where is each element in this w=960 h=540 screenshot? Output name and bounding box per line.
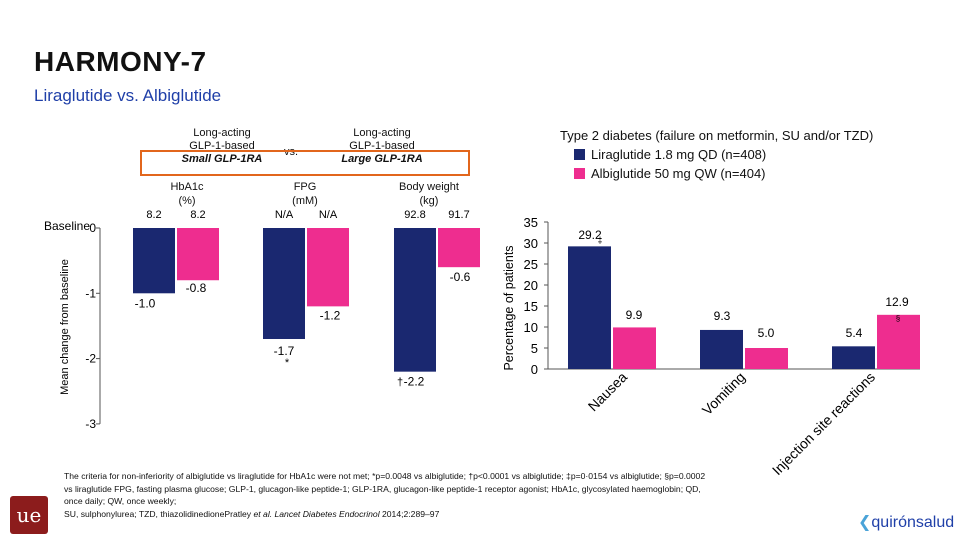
legend-label-albiglutide: Albiglutide 50 mg QW (n=404) xyxy=(591,166,766,181)
footnotes: The criteria for non-inferiority of albi… xyxy=(64,470,854,520)
adverse-value-label: 12.9 xyxy=(885,295,909,309)
adverse-y-tick-label: 10 xyxy=(524,320,538,335)
adverse-y-tick-label: 15 xyxy=(524,299,538,314)
adverse-bar xyxy=(832,346,875,369)
adverse-events-y-axis-label: Percentage of patients xyxy=(502,245,516,370)
column-header-body-weight-line1: Body weight xyxy=(399,181,459,193)
adverse-category-label: Vomiting xyxy=(699,369,748,418)
efficacy-value-label: -2.2 xyxy=(404,375,425,389)
small-glp1-line3: Small GLP-1RA xyxy=(181,153,263,165)
efficacy-value-label: -1.2 xyxy=(320,308,341,322)
column-header-hba1c-line2: (%) xyxy=(178,195,196,207)
column-header-fpg-line2: (mM) xyxy=(292,195,318,207)
baseline-value-label: 92.8 xyxy=(404,209,425,221)
footnote-line-2: vs liraglutide FPG, fasting plasma gluco… xyxy=(64,483,701,494)
small-glp1-line2: GLP-1-based xyxy=(189,140,255,152)
baseline-value-label: 91.7 xyxy=(448,209,469,221)
column-header-hba1c: HbA1c (%) xyxy=(152,180,222,208)
efficacy-value-label: -0.8 xyxy=(186,281,207,295)
legend-item-albiglutide: Albiglutide 50 mg QW (n=404) xyxy=(574,164,873,183)
adverse-y-tick-label: 20 xyxy=(524,278,538,293)
comparison-highlight-box xyxy=(140,150,470,176)
adverse-value-label: 29.2 xyxy=(578,228,602,242)
baseline-value-label: 8.2 xyxy=(146,209,161,221)
efficacy-bar xyxy=(177,228,219,281)
significance-marker: ‡ xyxy=(597,235,602,245)
efficacy-y-tick-label: -2 xyxy=(85,352,96,366)
legend: Type 2 diabetes (failure on metformin, S… xyxy=(560,126,873,183)
footnote-line-1: The criteria for non-inferiority of albi… xyxy=(64,471,706,481)
adverse-y-tick-label: 30 xyxy=(524,236,538,251)
adverse-y-tick-label: 0 xyxy=(531,362,538,377)
adverse-bar xyxy=(700,329,743,369)
column-header-body-weight-line2: (kg) xyxy=(419,195,439,207)
small-glp1-header: Long-acting GLP-1-based Small GLP-1RA xyxy=(170,127,274,166)
baseline-value-label: N/A xyxy=(275,209,294,221)
university-logo: ue xyxy=(10,496,48,534)
column-header-fpg-line1: FPG xyxy=(293,181,317,193)
quironsalud-mark-icon: ❮ xyxy=(858,514,872,531)
large-glp1-line3: Large GLP-1RA xyxy=(341,153,423,165)
legend-item-liraglutide: Liraglutide 1.8 mg QD (n=408) xyxy=(574,145,873,164)
baseline-value-label: N/A xyxy=(319,209,338,221)
adverse-bar xyxy=(877,314,920,369)
large-glp1-header: Long-acting GLP-1-based Large GLP-1RA xyxy=(330,127,434,166)
large-glp1-line1: Long-acting xyxy=(353,127,411,139)
baseline-value-label: 8.2 xyxy=(190,209,205,221)
legend-swatch-pink xyxy=(574,168,585,179)
footnote-line-3: once daily; QW, once weekly; xyxy=(64,496,177,506)
footnote-line-4: SU, sulphonylurea; TZD, thiazolidinedion… xyxy=(64,508,440,519)
column-header-body-weight: Body weight (kg) xyxy=(384,180,474,208)
small-glp1-line1: Long-acting xyxy=(193,127,251,139)
adverse-bar xyxy=(745,348,788,369)
adverse-value-label: 9.9 xyxy=(626,308,643,322)
legend-swatch-navy xyxy=(574,149,585,160)
efficacy-y-tick-label: -1 xyxy=(85,286,96,300)
adverse-bar xyxy=(568,246,611,369)
efficacy-bar xyxy=(438,228,480,268)
adverse-value-label: 5.0 xyxy=(758,326,775,340)
significance-marker: § xyxy=(896,314,900,323)
adverse-category-label: Injection site reactions xyxy=(769,369,878,478)
adverse-value-label: 9.3 xyxy=(714,309,731,323)
efficacy-value-label: -0.6 xyxy=(450,270,471,284)
vs-label: vs. xyxy=(284,146,299,158)
large-glp1-line2: GLP-1-based xyxy=(349,140,415,152)
quironsalud-logo: ❮quirónsalud xyxy=(858,514,955,531)
efficacy-value-label: -1.0 xyxy=(135,296,156,310)
baseline-label: Baseline xyxy=(44,219,90,233)
page-title: HARMONY-7 xyxy=(34,46,207,77)
efficacy-y-axis-label: Mean change from baseline xyxy=(59,259,71,395)
legend-title: Type 2 diabetes (failure on metformin, S… xyxy=(560,128,874,143)
page-subtitle: Liraglutide vs. Albiglutide xyxy=(34,86,222,105)
adverse-y-tick-label: 5 xyxy=(531,341,538,356)
adverse-bar xyxy=(613,327,656,369)
efficacy-y-tick-label: -3 xyxy=(85,417,96,431)
adverse-y-tick-label: 25 xyxy=(524,257,538,272)
column-header-fpg: FPG (mM) xyxy=(270,180,340,208)
efficacy-bar xyxy=(133,228,175,294)
significance-marker: * xyxy=(285,357,290,369)
significance-marker: † xyxy=(397,377,403,389)
column-header-hba1c-line1: HbA1c xyxy=(170,181,204,193)
efficacy-bar xyxy=(263,228,305,340)
adverse-y-tick-label: 35 xyxy=(524,215,538,230)
legend-label-liraglutide: Liraglutide 1.8 mg QD (n=408) xyxy=(591,147,767,162)
adverse-category-label: Nausea xyxy=(585,369,631,415)
adverse-value-label: 5.4 xyxy=(846,326,863,340)
efficacy-value-label: -1.7 xyxy=(274,344,295,358)
efficacy-bar xyxy=(394,228,436,372)
efficacy-bar xyxy=(307,228,349,307)
efficacy-y-tick-label: 0 xyxy=(89,221,96,235)
